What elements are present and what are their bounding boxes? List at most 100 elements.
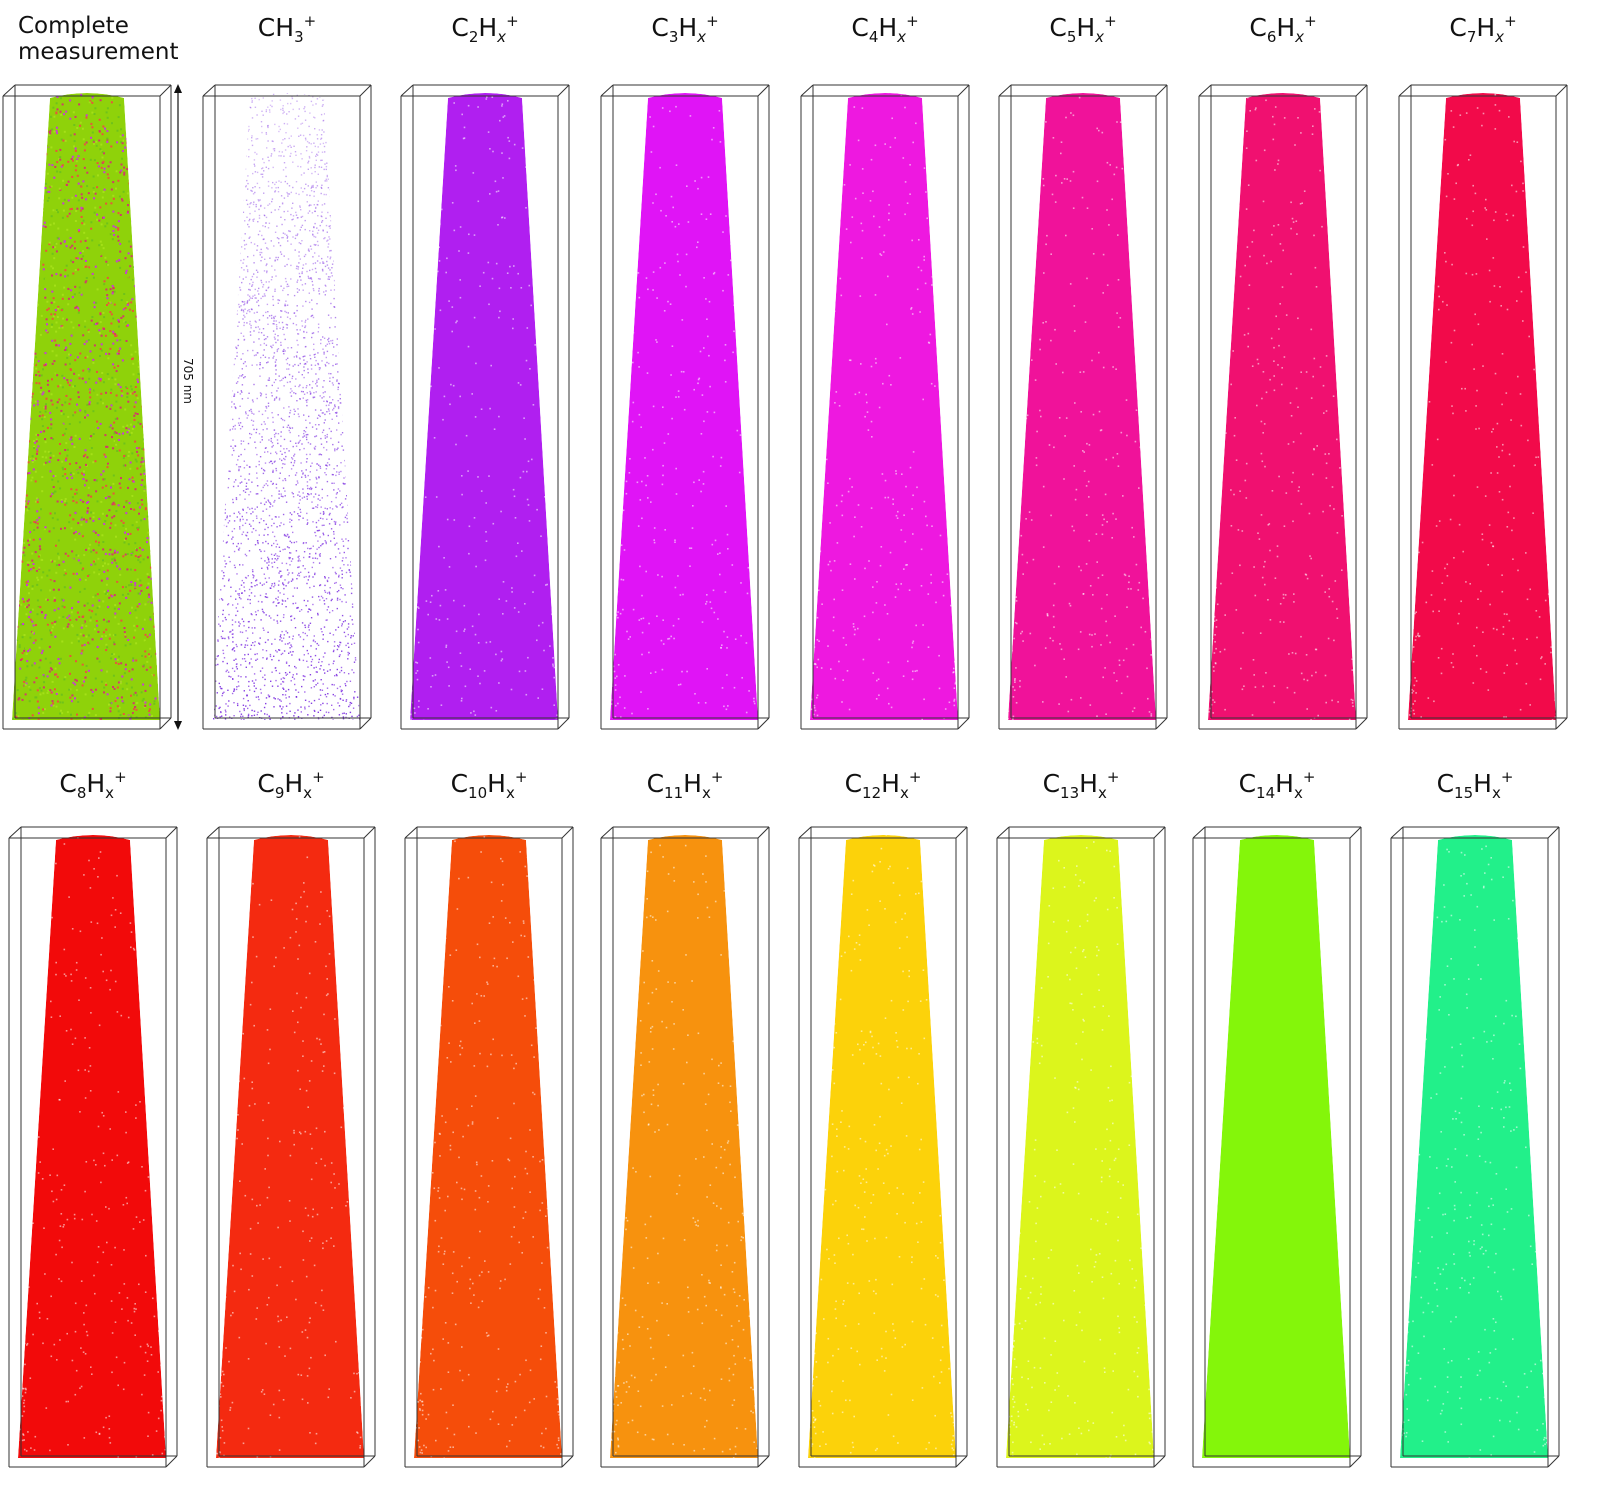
bounding-box xyxy=(600,84,770,730)
title-part: C xyxy=(851,13,869,42)
panel-title: C2Hx+ xyxy=(400,12,570,45)
title-part: + xyxy=(303,12,317,30)
title-part: x xyxy=(505,784,515,802)
title-part: 12 xyxy=(862,784,882,802)
reconstruction-c10 xyxy=(404,826,574,1468)
ion-cloud xyxy=(212,93,360,720)
panel-c13: C13Hx+ xyxy=(996,0,1166,1500)
title-part: x xyxy=(1491,784,1501,802)
panel-title: Complete measurement xyxy=(18,13,179,65)
ion-cloud xyxy=(610,93,758,720)
reconstruction-c13 xyxy=(996,826,1166,1468)
title-part: 4 xyxy=(868,28,879,46)
title-part: H xyxy=(1079,769,1098,798)
panel-c2: C2Hx+ xyxy=(400,0,570,1500)
title-part: 5 xyxy=(1066,28,1077,46)
panel-title: CH3+ xyxy=(202,12,372,45)
panel-title: C8Hx+ xyxy=(8,768,178,801)
title-part: x xyxy=(897,28,907,46)
reconstruction-c9 xyxy=(206,826,376,1468)
title-part: C xyxy=(1042,769,1061,798)
title-part: + xyxy=(506,12,519,30)
panel-title: C10Hx+ xyxy=(404,769,574,801)
tip-volume xyxy=(808,835,956,1458)
panel-c15: C15Hx+ xyxy=(1390,0,1560,1500)
panel-title: C3Hx+ xyxy=(600,13,770,45)
panel-c8: C8Hx+ xyxy=(8,0,178,1500)
bounding-box xyxy=(1398,84,1568,730)
title-part: 9 xyxy=(274,784,285,802)
panel-title: C12Hx+ xyxy=(798,768,968,801)
title-part: + xyxy=(1504,12,1517,30)
title-part: 14 xyxy=(1256,784,1276,802)
ion-cloud xyxy=(12,93,160,720)
ion-cloud xyxy=(808,835,956,1458)
panel-title: C6Hx+ xyxy=(1198,13,1368,45)
tip-volume xyxy=(1408,93,1556,720)
panel-c14: C14Hx+ xyxy=(1192,0,1362,1500)
title-part: 7 xyxy=(1466,28,1477,46)
tip-volume xyxy=(1208,93,1356,720)
title-part: x xyxy=(1495,28,1505,46)
bounding-box xyxy=(996,826,1166,1468)
panel-title: C11Hx+ xyxy=(600,770,770,801)
bounding-box xyxy=(404,826,574,1468)
scale-bar: 705 nm xyxy=(168,84,195,730)
ion-cloud xyxy=(216,835,364,1458)
title-part: x xyxy=(303,784,313,802)
title-part: 3 xyxy=(294,28,304,46)
title-part: 2 xyxy=(468,28,479,46)
title-part: 8 xyxy=(76,784,87,802)
title-part: x xyxy=(899,784,909,802)
title-part: H xyxy=(878,13,898,42)
title-part: + xyxy=(1500,768,1514,786)
title-part: H xyxy=(881,769,900,798)
title-part: + xyxy=(312,768,325,786)
tip-volume xyxy=(810,93,958,720)
panel-ch3: CH3+ xyxy=(202,0,372,1500)
title-part: H xyxy=(1276,13,1296,42)
title-part: x xyxy=(701,784,711,802)
title-part: 15 xyxy=(1454,784,1474,802)
bounding-box xyxy=(202,84,372,730)
title-part: C xyxy=(651,13,669,42)
panel-c9: C9Hx+ xyxy=(206,0,376,1500)
tip-volume xyxy=(1006,835,1154,1458)
title-part: C xyxy=(1436,769,1455,798)
title-part: C xyxy=(257,769,275,798)
panel-title: C4Hx+ xyxy=(800,12,970,45)
bounding-box xyxy=(798,826,968,1468)
panel-c10: C10Hx+ xyxy=(404,0,574,1500)
ion-cloud xyxy=(1400,835,1548,1458)
title-part: x xyxy=(1293,784,1303,802)
title-part: + xyxy=(906,12,919,30)
ion-cloud xyxy=(414,835,562,1458)
reconstruction-c5 xyxy=(998,84,1168,730)
title-part: + xyxy=(908,768,922,786)
tip-volume xyxy=(12,93,160,720)
title-part: + xyxy=(1106,768,1120,786)
title-part: H xyxy=(1076,13,1096,42)
title-part: C xyxy=(450,769,469,798)
ion-cloud xyxy=(18,835,166,1458)
title-part: H xyxy=(678,13,698,42)
reconstruction-complete xyxy=(2,84,172,730)
title-part: 11 xyxy=(664,784,684,802)
reconstruction-c4 xyxy=(800,84,970,730)
bounding-box xyxy=(1198,84,1368,730)
title-part: 10 xyxy=(468,784,488,802)
panel-c7: C7Hx+ xyxy=(1398,0,1568,1500)
panel-c11: C11Hx+ xyxy=(600,0,770,1500)
title-part: C xyxy=(844,769,863,798)
title-part: C xyxy=(1049,13,1067,42)
title-part: C xyxy=(1238,769,1257,798)
title-part: + xyxy=(114,768,127,786)
bounding-box xyxy=(1390,826,1560,1468)
title-part: H xyxy=(1275,769,1294,798)
bounding-box xyxy=(400,84,570,730)
title-part: H xyxy=(1476,13,1496,42)
bounding-box xyxy=(1192,826,1362,1468)
panel-title: C9Hx+ xyxy=(206,768,376,801)
title-part: x xyxy=(1095,28,1105,46)
tip-volume xyxy=(610,93,758,720)
